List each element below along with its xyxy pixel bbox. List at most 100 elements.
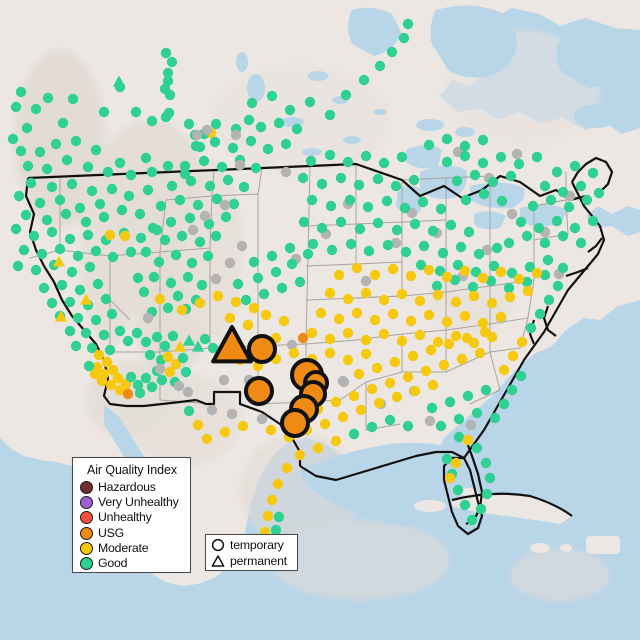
monitor-marker[interactable] [443, 338, 455, 350]
monitor-marker[interactable] [230, 129, 242, 141]
monitor-marker[interactable] [452, 259, 464, 271]
monitor-marker[interactable] [46, 297, 58, 309]
monitor-marker[interactable] [495, 311, 507, 323]
monitor-marker[interactable] [190, 140, 202, 152]
monitor-marker[interactable] [531, 267, 543, 279]
monitor-marker[interactable] [369, 269, 381, 281]
monitor-marker[interactable] [256, 413, 268, 425]
monitor-marker[interactable] [478, 188, 490, 200]
monitor-marker[interactable] [298, 216, 310, 228]
monitor-marker[interactable] [160, 47, 172, 59]
monitor-marker[interactable] [469, 169, 481, 181]
monitor-marker[interactable] [34, 197, 46, 209]
monitor-marker[interactable] [116, 204, 128, 216]
monitor-marker[interactable] [435, 420, 447, 432]
highlighted-monitor-marker[interactable] [244, 376, 274, 406]
monitor-marker[interactable] [534, 308, 546, 320]
monitor-marker[interactable] [374, 60, 386, 72]
monitor-marker[interactable] [192, 419, 204, 431]
monitor-marker[interactable] [227, 142, 239, 154]
monitor-marker[interactable] [441, 453, 453, 465]
monitor-marker[interactable] [219, 426, 231, 438]
monitor-marker[interactable] [455, 241, 467, 253]
monitor-marker[interactable] [42, 92, 54, 104]
monitor-marker[interactable] [557, 262, 569, 274]
monitor-marker[interactable] [575, 237, 587, 249]
monitor-marker[interactable] [513, 158, 525, 170]
monitor-marker[interactable] [386, 46, 398, 58]
monitor-marker[interactable] [399, 202, 411, 214]
monitor-marker[interactable] [371, 362, 383, 374]
monitor-marker[interactable] [280, 166, 292, 178]
monitor-marker[interactable] [423, 264, 435, 276]
monitor-marker[interactable] [324, 109, 336, 121]
monitor-marker[interactable] [441, 133, 453, 145]
monitor-marker[interactable] [273, 511, 285, 523]
monitor-marker[interactable] [144, 349, 156, 361]
monitor-marker[interactable] [340, 89, 352, 101]
monitor-marker[interactable] [333, 269, 345, 281]
monitor-marker[interactable] [114, 157, 126, 169]
monitor-marker[interactable] [378, 157, 390, 169]
monitor-marker[interactable] [306, 194, 318, 206]
monitor-marker[interactable] [384, 377, 396, 389]
monitor-marker[interactable] [324, 149, 336, 161]
monitor-marker[interactable] [479, 326, 491, 338]
monitor-marker[interactable] [82, 161, 94, 173]
monitor-marker[interactable] [426, 402, 438, 414]
monitor-marker[interactable] [196, 279, 208, 291]
monitor-marker[interactable] [57, 117, 69, 129]
monitor-marker[interactable] [135, 232, 147, 244]
monitor-marker[interactable] [50, 138, 62, 150]
monitor-marker[interactable] [258, 288, 270, 300]
monitor-marker[interactable] [507, 350, 519, 362]
monitor-marker[interactable] [405, 270, 417, 282]
monitor-marker[interactable] [543, 294, 555, 306]
monitor-marker[interactable] [210, 273, 222, 285]
monitor-marker[interactable] [521, 276, 533, 288]
monitor-marker[interactable] [542, 254, 554, 266]
monitor-marker[interactable] [146, 166, 158, 178]
monitor-marker[interactable] [182, 271, 194, 283]
monitor-marker[interactable] [112, 75, 126, 87]
monitor-marker[interactable] [90, 144, 102, 156]
monitor-marker[interactable] [427, 225, 439, 237]
monitor-marker[interactable] [434, 265, 446, 277]
monitor-marker[interactable] [291, 123, 303, 135]
monitor-marker[interactable] [316, 222, 328, 234]
monitor-marker[interactable] [360, 150, 372, 162]
monitor-marker[interactable] [174, 194, 186, 206]
monitor-marker[interactable] [246, 97, 258, 109]
monitor-marker[interactable] [46, 226, 58, 238]
monitor-marker[interactable] [286, 339, 298, 351]
monitor-marker[interactable] [539, 237, 551, 249]
monitor-marker[interactable] [286, 258, 298, 270]
monitor-marker[interactable] [206, 404, 218, 416]
monitor-marker[interactable] [162, 67, 174, 79]
monitor-marker[interactable] [30, 264, 42, 276]
monitor-marker[interactable] [515, 370, 527, 382]
monitor-marker[interactable] [581, 194, 593, 206]
monitor-marker[interactable] [70, 135, 82, 147]
monitor-marker[interactable] [130, 106, 142, 118]
monitor-marker[interactable] [563, 201, 575, 213]
monitor-marker[interactable] [207, 342, 219, 354]
monitor-marker[interactable] [324, 287, 336, 299]
monitor-marker[interactable] [64, 233, 76, 245]
monitor-marker[interactable] [182, 386, 194, 398]
monitor-marker[interactable] [101, 356, 113, 368]
monitor-marker[interactable] [324, 333, 336, 345]
monitor-marker[interactable] [533, 222, 545, 234]
monitor-marker[interactable] [467, 281, 479, 293]
monitor-marker[interactable] [203, 218, 215, 230]
monitor-marker[interactable] [491, 242, 503, 254]
monitor-marker[interactable] [505, 170, 517, 182]
monitor-marker[interactable] [210, 230, 222, 242]
monitor-marker[interactable] [106, 183, 118, 195]
monitor-marker[interactable] [466, 514, 478, 526]
monitor-marker[interactable] [459, 150, 471, 162]
monitor-marker[interactable] [452, 484, 464, 496]
monitor-marker[interactable] [100, 293, 112, 305]
monitor-marker[interactable] [366, 421, 378, 433]
monitor-marker[interactable] [146, 115, 158, 127]
